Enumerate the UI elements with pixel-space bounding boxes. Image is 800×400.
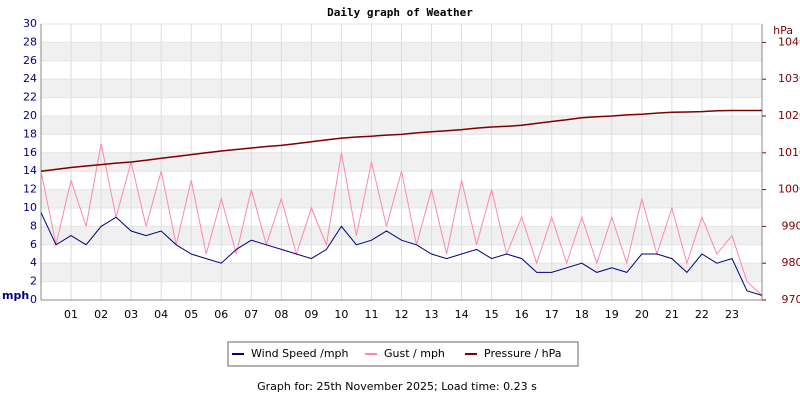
series-line — [40, 143, 763, 296]
y-tick-label: 12 — [23, 183, 37, 196]
x-tick-label: 10 — [334, 308, 348, 321]
x-tick-label: 23 — [725, 308, 739, 321]
x-tick-label: 11 — [364, 308, 378, 321]
legend-label: Wind Speed /mph — [251, 347, 349, 360]
y-tick-label: 28 — [23, 35, 37, 48]
footer: Graph for: 25th November 2025; Load time… — [257, 380, 537, 393]
y2-tick-label: 1010 — [778, 146, 800, 159]
x-tick-label: 18 — [575, 308, 589, 321]
y2-tick-label: 980 — [782, 256, 800, 269]
y-tick-label: 0 — [30, 293, 37, 306]
x-tick-label: 15 — [485, 308, 499, 321]
x-tick-label: 01 — [64, 308, 78, 321]
x-tick-label: 08 — [274, 308, 288, 321]
legend-box — [227, 341, 579, 367]
x-tick-label: 02 — [94, 308, 108, 321]
x-tick-label: 03 — [124, 308, 138, 321]
y-tick-label: 2 — [30, 275, 37, 288]
x-tick-label: 07 — [244, 308, 258, 321]
legend-label: Gust / mph — [384, 347, 445, 360]
y-tick-label: 26 — [23, 54, 37, 67]
x-tick-label: 22 — [695, 308, 709, 321]
y-tick-label: 16 — [23, 146, 37, 159]
y-tick-label: 18 — [23, 127, 37, 140]
y-tick-label: 8 — [30, 219, 37, 232]
y-tick-label: 22 — [23, 91, 37, 104]
x-tick-label: 14 — [455, 308, 469, 321]
y2-axis-label: hPa — [773, 24, 793, 37]
y-tick-label: 4 — [30, 256, 37, 269]
x-tick-label: 20 — [635, 308, 649, 321]
y2-tick-label: 970 — [782, 293, 800, 306]
y-tick-label: 10 — [23, 201, 37, 214]
y2-tick-label: 990 — [782, 219, 800, 232]
series-line — [40, 212, 763, 296]
x-tick-label: 17 — [545, 308, 559, 321]
y-axis-label: mph — [2, 289, 29, 302]
x-tick-label: 09 — [304, 308, 318, 321]
series-line — [40, 109, 762, 172]
y2-tick-label: 1000 — [778, 183, 800, 196]
y-tick-label: 24 — [23, 72, 37, 85]
chart-title: Daily graph of Weather — [327, 6, 473, 19]
y-tick-label: 14 — [23, 164, 37, 177]
y-tick-label: 30 — [23, 17, 37, 30]
y2-tick-label: 1030 — [778, 72, 800, 85]
y-tick-label: 6 — [30, 238, 37, 251]
x-tick-label: 06 — [214, 308, 228, 321]
x-tick-label: 04 — [154, 308, 168, 321]
x-tick-label: 12 — [395, 308, 409, 321]
x-tick-label: 16 — [515, 308, 529, 321]
x-tick-label: 21 — [665, 308, 679, 321]
legend-label: Pressure / hPa — [484, 347, 562, 360]
x-tick-label: 05 — [184, 308, 198, 321]
x-tick-label: 13 — [425, 308, 439, 321]
y-tick-label: 20 — [23, 109, 37, 122]
x-tick-label: 19 — [605, 308, 619, 321]
